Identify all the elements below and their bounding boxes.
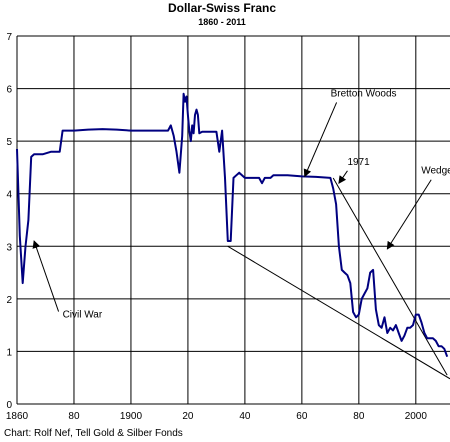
- y-tick-label: 1: [6, 347, 12, 358]
- chart-subtitle: 1860 - 2011: [198, 17, 246, 27]
- series-line: [16, 92, 449, 358]
- x-tick-label: 80: [353, 411, 365, 422]
- x-tick-label: 80: [68, 411, 80, 422]
- axis-tick-labels: 0 1 2 3 4 5 6 7 1860 80 1900 20 40 60 80 2000: [6, 32, 428, 422]
- chart-credit: Chart: Rolf Nef, Tell Gold & Silber Fond…: [4, 428, 183, 439]
- y-tick-label: 3: [6, 242, 12, 253]
- annotation-label: Bretton Woods: [331, 88, 397, 99]
- y-tick-label: 6: [6, 85, 12, 96]
- annotation-arrow: [338, 170, 348, 185]
- y-tick-label: 0: [6, 400, 12, 411]
- trendline: [332, 177, 448, 376]
- trendlines: [227, 177, 450, 380]
- y-tick-label: 4: [6, 190, 12, 201]
- annotation-label: Civil War: [63, 310, 103, 321]
- y-tick-label: 2: [6, 295, 12, 306]
- x-tick-label: 2000: [405, 411, 428, 422]
- gridlines: [17, 35, 450, 404]
- y-tick-label: 5: [6, 137, 12, 148]
- annotation-label: Wedge, Keil: [421, 166, 450, 177]
- annotation-label: 1971: [347, 157, 370, 168]
- x-tick-label: 1900: [120, 411, 143, 422]
- annotation-arrow: [303, 102, 338, 178]
- trendline: [227, 245, 450, 380]
- series: [16, 92, 449, 358]
- x-tick-label: 1860: [6, 411, 29, 422]
- chart-title: Dollar-Swiss Franc: [168, 1, 276, 15]
- plot-frame: [16, 36, 450, 405]
- annotation-arrow: [32, 240, 60, 312]
- annotation-arrow: [386, 179, 432, 250]
- x-tick-label: 40: [239, 411, 251, 422]
- x-tick-label: 60: [296, 411, 308, 422]
- x-tick-label: 20: [182, 411, 194, 422]
- annotations: Civil War Bretton Woods 1971 Wedge, Keil: [32, 88, 450, 321]
- y-tick-label: 7: [6, 32, 12, 43]
